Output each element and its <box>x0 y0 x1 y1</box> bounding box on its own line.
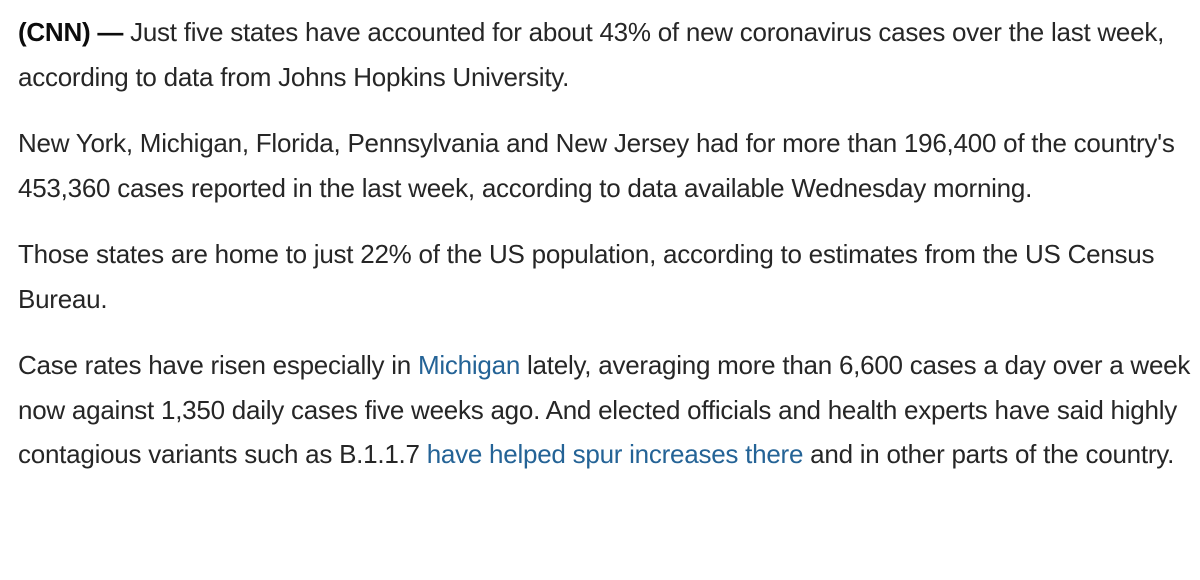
paragraph-2-text: New York, Michigan, Florida, Pennsylvani… <box>18 128 1175 203</box>
dateline: (CNN) — <box>18 17 124 47</box>
paragraph-4-text-start: Case rates have risen especially in <box>18 350 418 380</box>
paragraph-1: (CNN) — Just five states have accounted … <box>18 10 1192 99</box>
paragraph-4-text-middle: lately, averaging more than 6,600 cases … <box>18 350 1191 469</box>
paragraph-2: New York, Michigan, Florida, Pennsylvani… <box>18 121 1192 210</box>
spur-increases-link[interactable]: have helped spur increases there <box>426 439 804 469</box>
paragraph-3: Those states are home to just 22% of the… <box>18 232 1192 321</box>
michigan-link[interactable]: Michigan <box>417 350 521 380</box>
paragraph-3-text: Those states are home to just 22% of the… <box>18 239 1155 314</box>
paragraph-1-text: Just five states have accounted for abou… <box>18 17 1165 92</box>
paragraph-4-text-end: and in other parts of the country. <box>803 439 1175 469</box>
paragraph-4: Case rates have risen especially in Mich… <box>18 343 1192 477</box>
